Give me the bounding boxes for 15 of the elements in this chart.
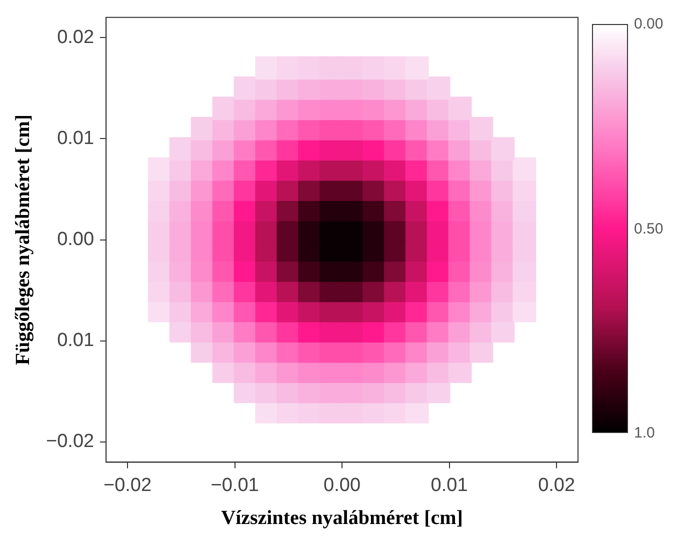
color-bar-label: 0.00 <box>634 16 664 32</box>
x-tick-label: −0.01 <box>210 474 259 496</box>
x-tick-label: 0.01 <box>430 474 468 496</box>
y-tick-label: −0.02 <box>46 431 94 452</box>
color-bar-label: 1.0 <box>634 424 655 442</box>
y-axis-title: Függőleges nyalábméret [cm] <box>12 114 34 366</box>
x-tick-label: −0.02 <box>103 474 152 496</box>
y-tick-label: 0.02 <box>57 26 94 48</box>
x-tick-label: 0.00 <box>324 474 361 496</box>
y-tick-label: 0.00 <box>57 229 94 250</box>
x-axis-title: Vízszintes nyalábméret [cm] <box>221 507 463 530</box>
y-tick-label: 0.01 <box>57 330 94 352</box>
y-tick-label: 0.01 <box>57 128 94 149</box>
color-bar-label: 0.50 <box>634 220 664 237</box>
x-tick-label: 0.02 <box>538 474 576 496</box>
